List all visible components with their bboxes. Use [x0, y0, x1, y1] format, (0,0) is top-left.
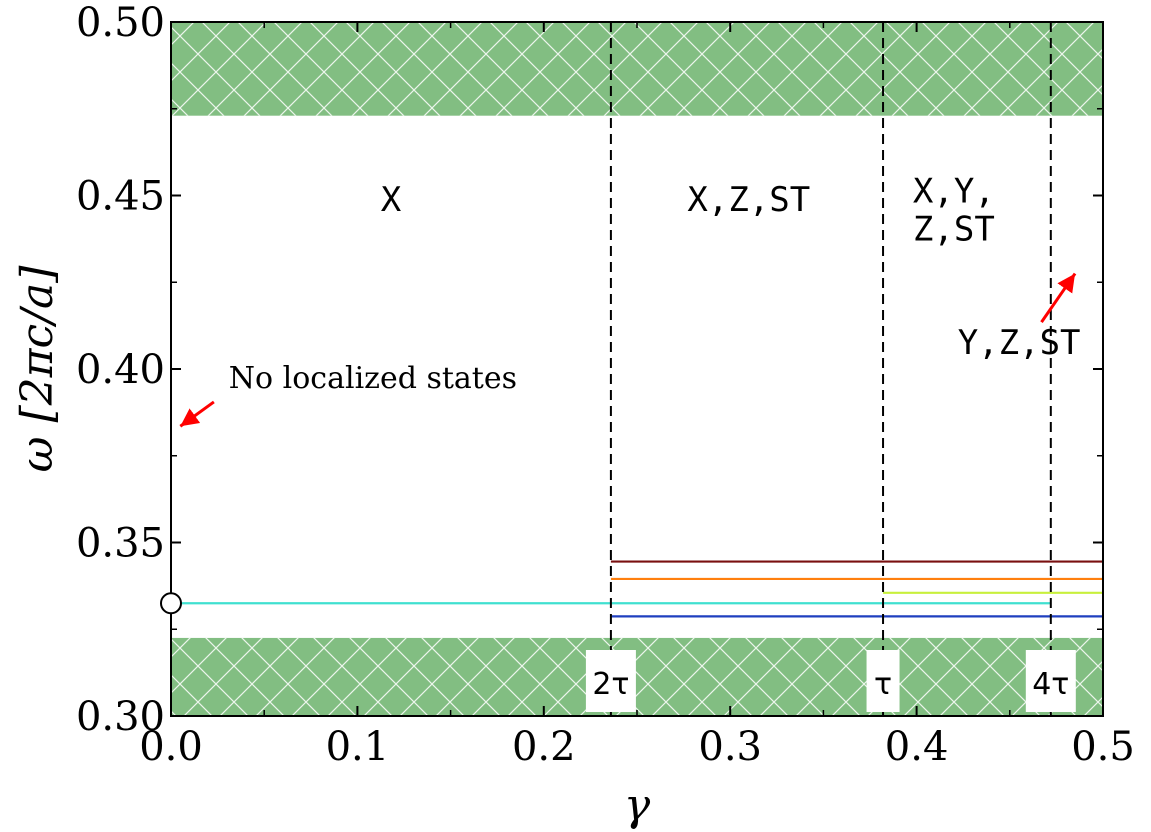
annotation-arrow-1	[1040, 272, 1077, 324]
region-label-2: Z,ST	[913, 209, 995, 249]
band-hatch-1	[171, 637, 1103, 716]
x-axis-title: γ	[624, 780, 651, 831]
x-tick-label: 0.0	[139, 724, 203, 770]
vertical-line-label-2: 4τ	[1025, 650, 1076, 712]
region-label-0: X	[381, 180, 402, 220]
y-tick-label: 0.30	[76, 694, 165, 740]
axis-ticks: 0.0 0.1 0.2 0.3 0.4 0.5 0.30 0.35 0.40 0.45 0.50	[76, 0, 1135, 770]
y-tick-label: 0.45	[76, 174, 165, 220]
region-label-1: X,Z,ST	[687, 180, 810, 220]
region-label-3: Y,Z,ST	[958, 323, 1081, 363]
x-tick-label: 0.4	[885, 724, 949, 770]
vertical-label-box	[866, 650, 900, 712]
bandgap-regions	[171, 22, 1103, 716]
x-tick-label: 0.1	[326, 724, 390, 770]
y-tick-label: 0.50	[76, 0, 165, 46]
vertical-line-label-1: τ	[866, 650, 900, 712]
annotation-text-0: No localized states	[229, 361, 517, 396]
x-tick-label: 0.2	[512, 724, 576, 770]
region-label-2: X,Y,	[913, 171, 995, 211]
frequency-lines	[171, 560, 1103, 618]
vertical-line-label-0: 2τ	[585, 650, 636, 712]
origin-marker	[160, 592, 182, 615]
annotation-arrow-0	[179, 400, 215, 428]
annotations: No localized states	[179, 272, 1077, 428]
region-labels: X X,Z,ST X,Y,Z,ST Y,Z,ST	[381, 171, 1081, 363]
band-hatch-0	[171, 22, 1103, 116]
y-tick-label: 0.35	[76, 521, 165, 567]
vertical-label-box	[585, 650, 636, 712]
vertical-label-box	[1025, 650, 1076, 712]
vertical-dashed-lines: 2τ τ 4τ	[585, 22, 1076, 716]
vertical-label-text: τ	[874, 667, 892, 702]
y-tick-label: 0.40	[76, 347, 165, 393]
x-tick-label: 0.5	[1071, 724, 1135, 770]
vertical-label-text: 4τ	[1032, 667, 1069, 702]
x-tick-label: 0.3	[698, 724, 762, 770]
y-axis-title: ω [2πc/a]	[12, 265, 63, 473]
vertical-label-text: 2τ	[592, 667, 629, 702]
